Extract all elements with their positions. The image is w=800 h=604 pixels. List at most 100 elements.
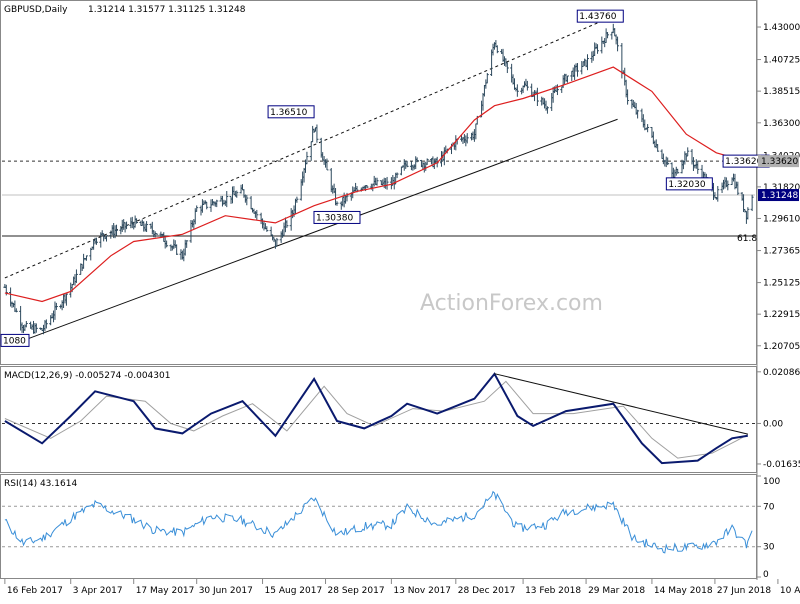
ohlc-bar [145, 221, 149, 233]
ohlc-bar [736, 181, 740, 196]
price-tick-label: 1.22915 [763, 310, 800, 320]
ohlc-bar [405, 160, 409, 168]
svg-text:1.30380: 1.30380 [316, 213, 353, 223]
watermark: ActionForex.com [420, 291, 603, 316]
ohlc-bar [125, 221, 129, 230]
ohlc-bar [395, 172, 399, 179]
ohlc-bar [311, 125, 315, 143]
rsi-tick-label: 100 [763, 477, 780, 487]
rsi-tick-label: 70 [763, 502, 775, 512]
macd-line [4, 372, 748, 465]
svg-text:1.36510: 1.36510 [270, 108, 307, 118]
ohlc-bar [84, 255, 88, 261]
ohlc-bar [616, 36, 620, 52]
svg-text:1.33620: 1.33620 [761, 157, 798, 167]
svg-text:1.43760: 1.43760 [579, 12, 616, 22]
ohlc-bar [94, 237, 98, 245]
x-tick-label: 28 Dec 2017 [458, 586, 516, 596]
ohlc-bar [245, 195, 249, 206]
x-tick-label: 28 Sep 2017 [328, 586, 385, 596]
ohlc-label: 1.31214 1.31577 1.31125 1.31248 [88, 5, 246, 15]
ohlc-bar [375, 177, 379, 186]
svg-text:1.33620: 1.33620 [725, 157, 762, 167]
ohlc-bar [255, 209, 259, 220]
ohlc-bar [555, 84, 559, 96]
x-tick-label: 10 Aug 2018 [780, 586, 800, 596]
x-tick-label: 27 Jun 2018 [717, 586, 771, 596]
x-tick-label: 14 May 2018 [654, 586, 713, 596]
ohlc-bar [225, 191, 229, 208]
ohlc-bar [115, 224, 119, 236]
price-tick-label: 1.36300 [763, 119, 800, 129]
macd-tick-label: 0.020861 [763, 368, 800, 378]
ohlc-bar [505, 62, 509, 74]
price-tick-label: 1.20705 [763, 342, 800, 352]
price-tick-label: 1.43000 [763, 23, 800, 33]
fib-label: 61.8 [737, 234, 757, 244]
price-tick-label: 1.27365 [763, 247, 800, 257]
macd-tick-label: -0.016357 [763, 460, 800, 470]
ohlc-bar [726, 180, 730, 191]
ohlc-bar [265, 226, 269, 232]
ohlc-bar [686, 147, 690, 157]
ohlc-bar [185, 240, 189, 248]
ohlc-bar [44, 319, 48, 329]
ohlc-bar [535, 87, 539, 107]
rsi-panel-frame [0, 474, 757, 579]
ohlc-bar [415, 157, 419, 163]
ohlc-bar [249, 196, 253, 210]
svg-text:1.32030: 1.32030 [668, 180, 705, 190]
ohlc-bar [215, 199, 219, 208]
ohlc-bar [14, 308, 18, 313]
current-price-marker: 1.31248 [758, 189, 799, 202]
ohlc-bar [626, 89, 630, 105]
level-price-marker: 1.33620 [758, 155, 799, 168]
macd-panel-frame [0, 366, 757, 473]
ohlc-bar [495, 45, 499, 54]
channel-trendline [23, 118, 618, 341]
ohlc-bar [315, 124, 319, 143]
ohlc-bar [600, 36, 604, 54]
price-tick-label: 1.29610 [763, 214, 800, 224]
ohlc-bar [596, 44, 600, 54]
ohlc-bar [425, 158, 429, 165]
x-tick-label: 15 Aug 2017 [265, 586, 323, 596]
ohlc-bar [465, 133, 469, 144]
x-tick-label: 17 May 2017 [136, 586, 195, 596]
macd-tick-label: 0.00 [763, 419, 783, 429]
ohlc-bar [325, 158, 329, 171]
price-tick-label: 1.38515 [763, 87, 800, 97]
price-annotation: 1.30380 [313, 210, 361, 224]
channel-upper-line [4, 15, 614, 279]
x-tick-label: 3 Apr 2017 [73, 586, 123, 596]
ohlc-bar [646, 124, 650, 133]
price-annotation: 1.36510 [267, 105, 315, 119]
ohlc-bar [515, 84, 519, 97]
ohlc-bar [305, 151, 309, 165]
x-tick-label: 16 Feb 2017 [7, 586, 63, 596]
ohlc-bar [606, 32, 610, 39]
price-tick-label: 1.25125 [763, 279, 800, 289]
ohlc-bar [525, 80, 529, 91]
ohlc-bar [335, 201, 339, 206]
ohlc-bar [295, 196, 299, 203]
ohlc-bar [195, 205, 199, 212]
macd-signal-line [4, 380, 749, 459]
ohlc-bar [676, 168, 680, 174]
ohlc-bar [275, 237, 279, 247]
ohlc-bar [746, 207, 750, 220]
ohlc-bar [666, 157, 670, 166]
rsi-tick-label: 0 [763, 570, 769, 580]
ohlc-bar [235, 190, 239, 198]
ohlc-bar [105, 235, 109, 242]
ohlc-bar [54, 302, 58, 310]
x-tick-label: 13 Feb 2018 [525, 586, 581, 596]
ohlc-bar [64, 293, 68, 306]
ohlc-bar [545, 106, 549, 114]
x-tick-label: 13 Nov 2017 [393, 586, 451, 596]
ohlc-bar [696, 160, 700, 174]
rsi-label: RSI(14) 43.1614 [4, 479, 77, 489]
ohlc-bar [155, 233, 159, 235]
